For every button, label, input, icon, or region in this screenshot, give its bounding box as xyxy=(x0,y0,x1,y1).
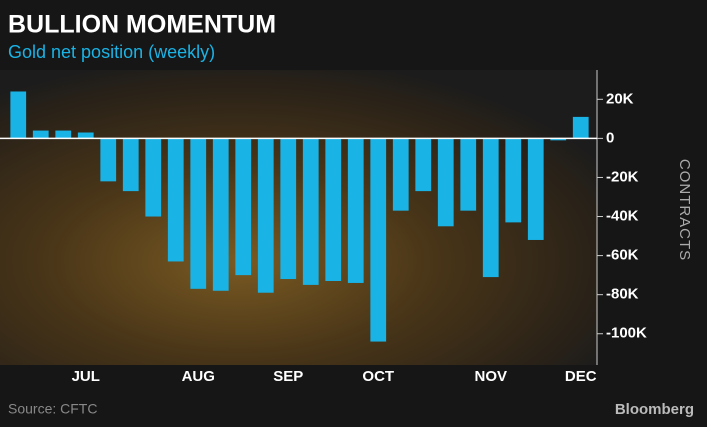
y-tick-label: -20K xyxy=(606,168,639,185)
bar xyxy=(10,91,27,139)
source: Source: CFTC xyxy=(8,401,97,417)
y-tick-label: -100K xyxy=(606,325,647,342)
bar xyxy=(505,138,522,223)
y-tick-label: 0 xyxy=(606,129,614,146)
x-tick-label: SEP xyxy=(273,368,303,385)
bar xyxy=(347,138,364,283)
bar xyxy=(235,138,252,276)
bar xyxy=(302,138,319,285)
y-tick-label: -40K xyxy=(606,207,639,224)
y-tick-label: 20K xyxy=(606,90,634,107)
y-tick-label: -80K xyxy=(606,286,639,303)
bar xyxy=(280,138,297,280)
y-tick-label: -60K xyxy=(606,247,639,264)
bar xyxy=(167,138,184,262)
bar xyxy=(212,138,229,291)
bar xyxy=(122,138,139,192)
bar xyxy=(527,138,544,240)
bar xyxy=(77,132,94,139)
bar xyxy=(32,130,49,139)
chart-subtitle: Gold net position (weekly) xyxy=(8,42,215,62)
bar xyxy=(257,138,274,293)
bar xyxy=(370,138,387,342)
x-tick-label: DEC xyxy=(565,368,597,385)
bar xyxy=(55,130,72,139)
x-tick-label: NOV xyxy=(474,368,507,385)
bar xyxy=(145,138,162,217)
x-tick-label: AUG xyxy=(182,368,215,385)
bar xyxy=(437,138,454,227)
bar xyxy=(460,138,477,211)
y-axis-label: CONTRACTS xyxy=(676,159,693,261)
bar xyxy=(100,138,117,182)
bar xyxy=(482,138,499,278)
bar xyxy=(190,138,207,289)
brand: Bloomberg xyxy=(615,401,694,418)
x-tick-label: JUL xyxy=(72,368,100,385)
bar xyxy=(550,138,567,141)
x-tick-label: OCT xyxy=(362,368,394,385)
bar xyxy=(392,138,409,211)
chart-title: BULLION MOMENTUM xyxy=(8,11,276,39)
bar xyxy=(325,138,342,281)
bar xyxy=(572,116,589,139)
bar xyxy=(415,138,432,192)
